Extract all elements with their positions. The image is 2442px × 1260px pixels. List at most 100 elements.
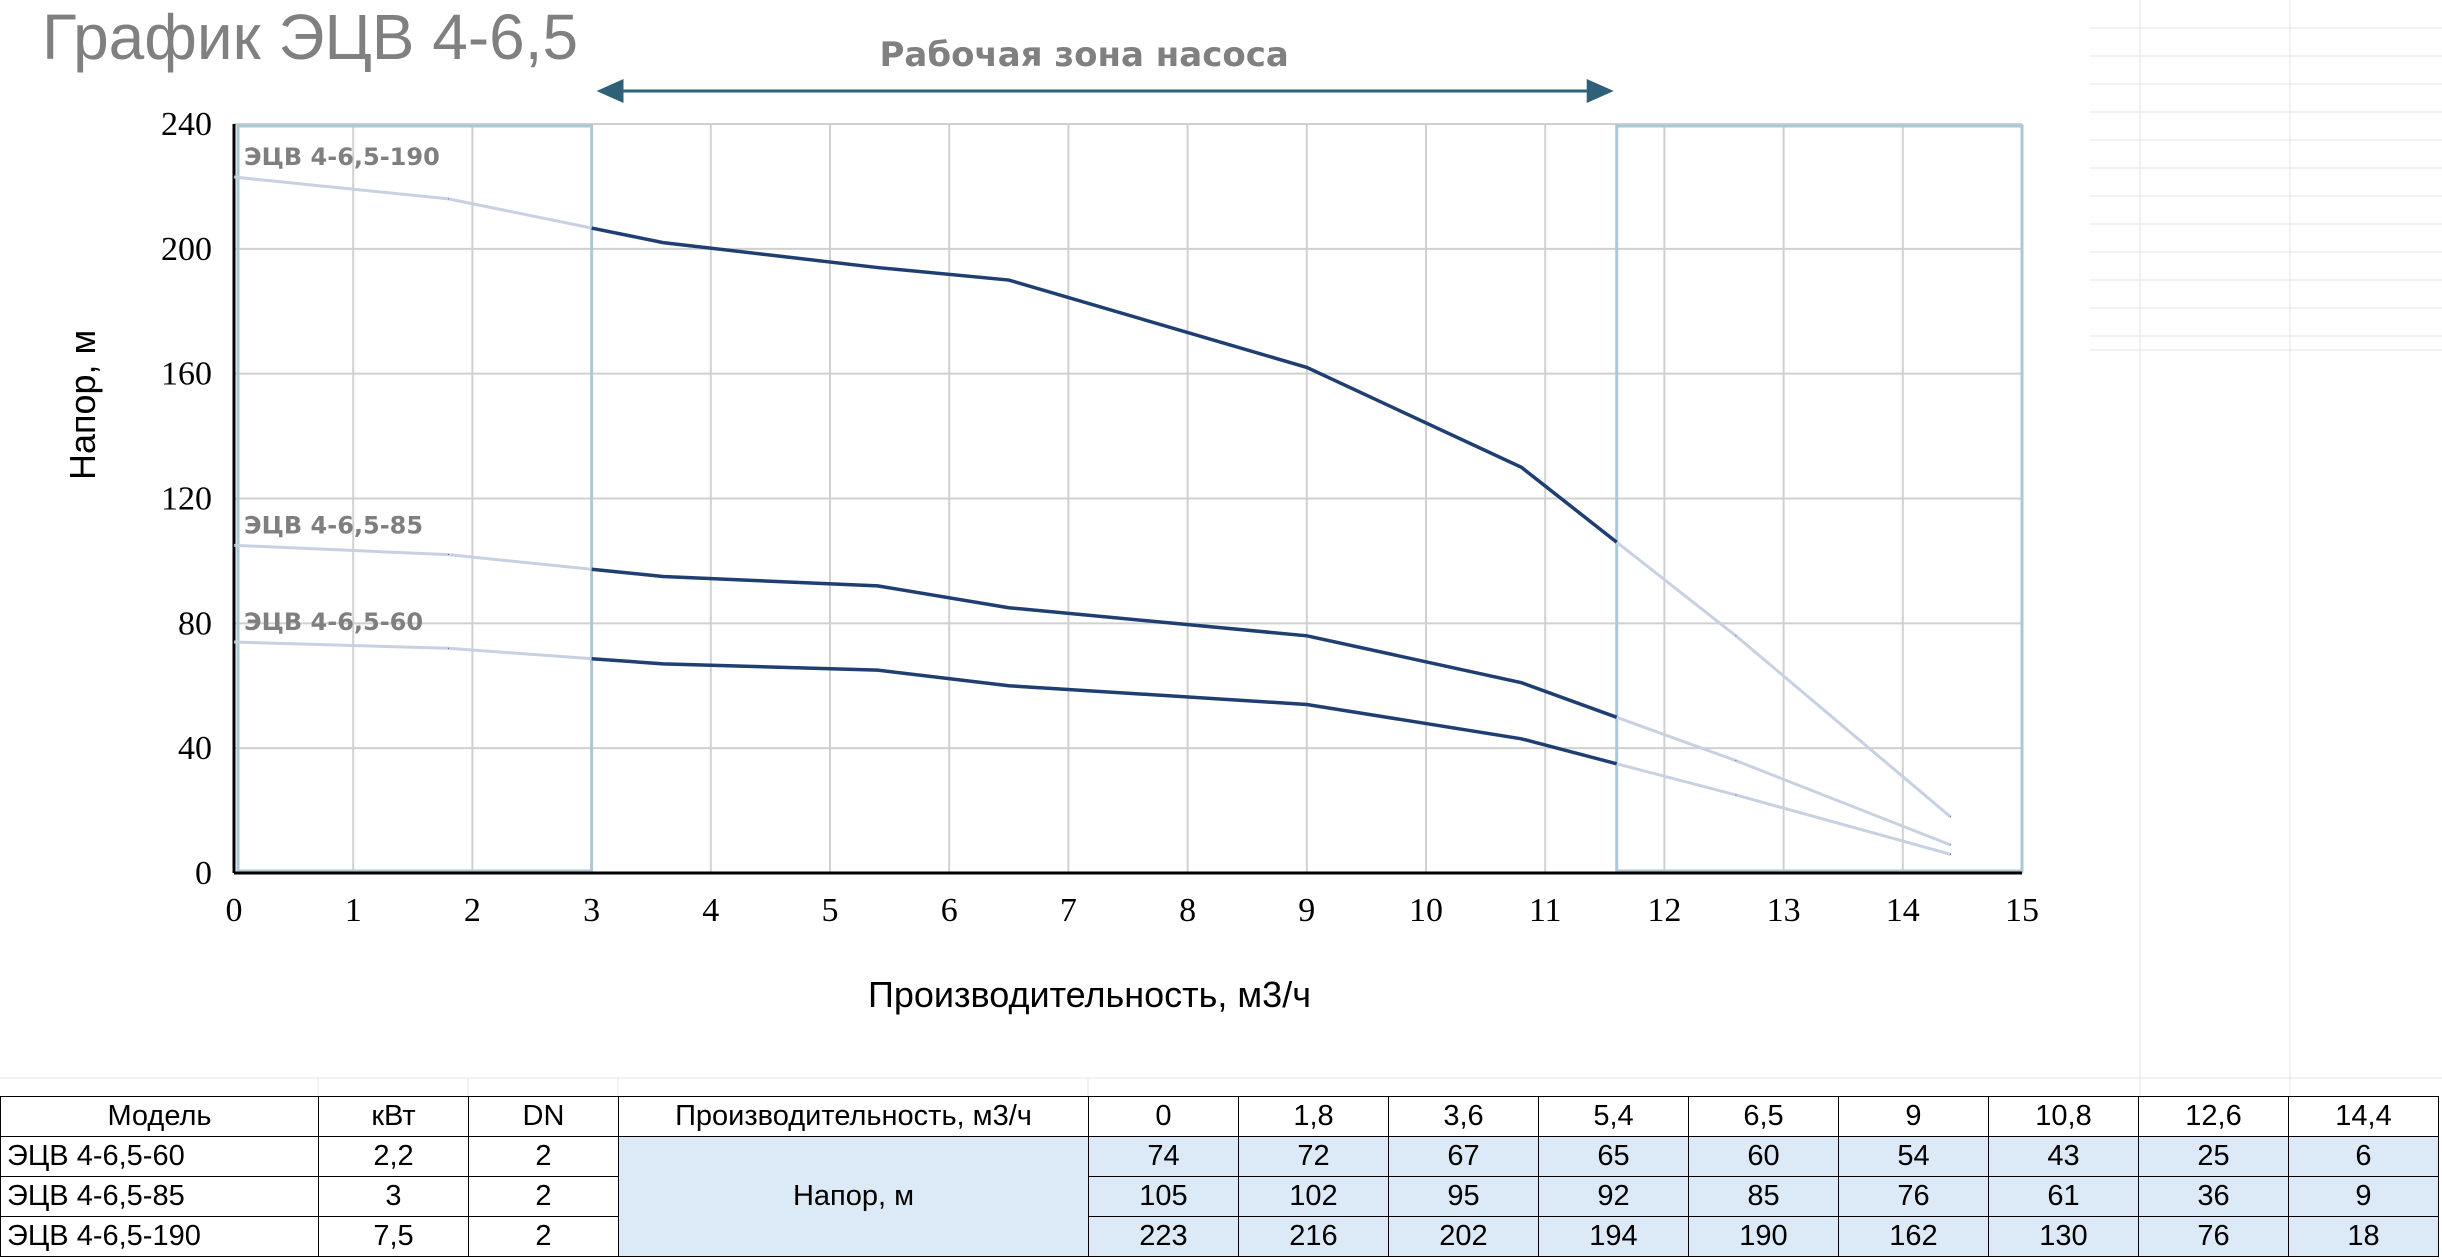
head-label-cell: Напор, м	[618, 1136, 1089, 1257]
flow-value: 1,8	[1238, 1096, 1389, 1137]
flow-value: 12,6	[2138, 1096, 2289, 1137]
row-model: ЭЦВ 4-6,5-60	[0, 1136, 319, 1177]
x-tick-label: 5	[822, 892, 839, 929]
x-tick-label: 8	[1179, 892, 1196, 929]
pump-curve-chart: Рабочая зона насоса 0 1 2 3 4 5 6 7 8 9 10 11 12 13 14…	[161, 35, 2039, 929]
table-row: ЭЦВ 4-6,5-60 2,2 2 Напор, м 74 72 67 65 …	[0, 1136, 2439, 1257]
x-tick-label: 9	[1298, 892, 1315, 929]
head-value: 130	[1988, 1216, 2139, 1257]
x-tick-label: 7	[1060, 892, 1077, 929]
flow-value: 6,5	[1688, 1096, 1839, 1137]
head-value: 190	[1688, 1216, 1839, 1257]
flow-value: 14,4	[2288, 1096, 2439, 1137]
head-value: 65	[1538, 1136, 1689, 1177]
series-label: ЭЦВ 4-6,5-85	[244, 511, 423, 539]
row-dn: 2	[468, 1136, 619, 1177]
head-value: 9	[2288, 1176, 2439, 1217]
data-point	[1008, 607, 1010, 609]
row-model: ЭЦВ 4-6,5-190	[0, 1216, 319, 1257]
x-tick-label: 0	[226, 892, 243, 929]
head-value: 25	[2138, 1136, 2289, 1177]
flow-value: 10,8	[1988, 1096, 2139, 1137]
row-kw: 2,2	[318, 1136, 469, 1177]
data-point	[1735, 794, 1737, 796]
head-value: 223	[1088, 1216, 1239, 1257]
x-tick-label: 3	[583, 892, 600, 929]
head-value: 102	[1238, 1176, 1389, 1217]
data-point	[233, 544, 235, 546]
data-point	[1520, 738, 1522, 740]
series-line-working-zone	[591, 567, 1618, 719]
flow-value: 3,6	[1388, 1096, 1539, 1137]
data-point	[448, 554, 450, 556]
data-point	[662, 576, 664, 578]
head-value: 194	[1538, 1216, 1689, 1257]
series-line-full	[233, 543, 1952, 847]
data-point	[233, 176, 235, 178]
data-point	[1949, 844, 1951, 846]
header-kw: кВт	[318, 1096, 469, 1137]
outside-zone-right	[1615, 124, 2024, 873]
data-point	[877, 669, 879, 671]
x-tick-label: 11	[1529, 892, 1562, 929]
header-model: Модель	[0, 1096, 319, 1137]
series-lines	[233, 175, 1952, 856]
row-kw: 7,5	[318, 1216, 469, 1257]
y-tick-label: 120	[161, 481, 212, 518]
head-value: 85	[1688, 1176, 1839, 1217]
header-dn: DN	[468, 1096, 619, 1137]
header-flow: Производительность, м3/ч	[618, 1096, 1089, 1137]
x-axis-label: Производительность, м3/ч	[868, 974, 1311, 1015]
head-value: 162	[1838, 1216, 1989, 1257]
head-value: 60	[1688, 1136, 1839, 1177]
head-value: 36	[2138, 1176, 2289, 1217]
axes	[232, 124, 2022, 875]
x-tick-label: 15	[2005, 892, 2039, 929]
x-tick-label: 1	[345, 892, 362, 929]
head-value: 67	[1388, 1136, 1539, 1177]
data-point	[233, 641, 235, 643]
data-point	[1949, 853, 1951, 855]
series-line-full	[233, 175, 1952, 818]
working-zone-label: Рабочая зона насоса	[879, 35, 1288, 75]
y-tick-label: 240	[161, 106, 212, 143]
data-point	[877, 267, 879, 269]
data-point	[1306, 635, 1308, 637]
head-value: 72	[1238, 1136, 1389, 1177]
data-point	[1520, 682, 1522, 684]
head-value: 74	[1088, 1136, 1239, 1177]
gridlines	[233, 123, 2023, 874]
flow-value: 0	[1088, 1096, 1239, 1137]
data-point	[1735, 635, 1737, 637]
data-point	[1008, 279, 1010, 281]
y-tick-label: 80	[178, 605, 212, 642]
row-kw: 3	[318, 1176, 469, 1217]
series-label: ЭЦВ 4-6,5-60	[244, 608, 423, 636]
data-point	[1949, 816, 1951, 818]
data-point	[1520, 466, 1522, 468]
y-tick-label: 0	[195, 855, 212, 892]
chart-title: График ЭЦВ 4-6,5	[42, 1, 579, 73]
series-label: ЭЦВ 4-6,5-190	[244, 143, 440, 171]
x-tick-label: 10	[1409, 892, 1443, 929]
series-line-working-zone	[591, 226, 1618, 544]
head-value: 202	[1388, 1216, 1539, 1257]
x-tick-label: 4	[702, 892, 719, 929]
head-value: 105	[1088, 1176, 1239, 1217]
y-tick-label: 40	[178, 730, 212, 767]
data-point	[662, 242, 664, 244]
row-dn: 2	[468, 1176, 619, 1217]
head-value: 76	[1838, 1176, 1989, 1217]
head-value: 43	[1988, 1136, 2139, 1177]
x-tick-label: 2	[464, 892, 481, 929]
head-value: 54	[1838, 1136, 1989, 1177]
data-point	[1306, 703, 1308, 705]
data-point	[448, 647, 450, 649]
row-model: ЭЦВ 4-6,5-85	[0, 1176, 319, 1217]
data-point	[662, 663, 664, 665]
flow-value: 5,4	[1538, 1096, 1689, 1137]
data-point	[1306, 366, 1308, 368]
table-header-row: Модель кВт DN Производительность, м3/ч 0…	[0, 1096, 2439, 1137]
y-axis-label: Напор, м	[62, 329, 103, 480]
